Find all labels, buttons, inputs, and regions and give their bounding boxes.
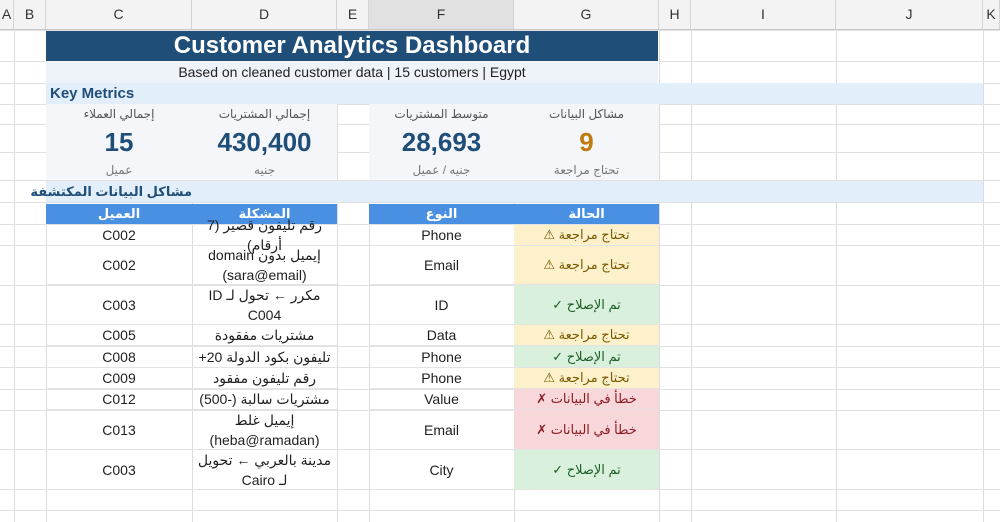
- column-header-e[interactable]: E: [337, 0, 369, 29]
- metrics-panel-right: [369, 104, 659, 180]
- metric-unit: جنيه / عميل: [412, 163, 471, 177]
- table-cell-problem[interactable]: مكرر ← تحول لـ ID C004: [192, 285, 337, 325]
- column-header-d[interactable]: D: [192, 0, 337, 29]
- metric-total-purchases: إجمالي المشتريات 430,400 جنيه: [192, 107, 337, 177]
- column-header-b[interactable]: B: [14, 0, 46, 29]
- column-header-k[interactable]: K: [983, 0, 1000, 29]
- metric-value: 28,693: [401, 127, 482, 157]
- table-cell-problem[interactable]: مشتريات سالبة (-500): [192, 389, 337, 410]
- table-cell-problem[interactable]: رقم تليفون قصير (7 أرقام): [192, 217, 337, 253]
- table-cell-type[interactable]: Phone: [369, 346, 514, 368]
- table-cell-customer[interactable]: C002: [46, 246, 192, 285]
- column-header-h[interactable]: H: [659, 0, 691, 29]
- table-cell-problem[interactable]: مدينة بالعربي ← تحويل لـ Cairo: [192, 450, 337, 490]
- table-cell-type[interactable]: City: [369, 450, 514, 490]
- metric-average-purchases: متوسط المشتريات 28,693 جنيه / عميل: [369, 107, 514, 177]
- metric-label: إجمالي المشتريات: [218, 107, 311, 121]
- metric-unit: تحتاج مراجعة: [553, 163, 620, 177]
- table-cell-status[interactable]: تحتاج مراجعة ⚠: [514, 368, 659, 389]
- issues-title: مشاكل البيانات المكتشفة: [30, 184, 192, 199]
- metric-total-customers: إجمالي العملاء 15 عميل: [46, 107, 192, 177]
- metric-unit: عميل: [105, 163, 133, 177]
- metric-value: 9: [579, 127, 594, 157]
- metric-label: إجمالي العملاء: [83, 107, 155, 121]
- table-cell-type[interactable]: Phone: [369, 368, 514, 389]
- column-header-g[interactable]: G: [514, 0, 659, 29]
- column-header-bar: A B C D E F G H I J K: [0, 0, 1000, 30]
- table-header-status[interactable]: الحالة: [514, 204, 659, 224]
- column-header-c[interactable]: C: [46, 0, 192, 29]
- table-cell-status[interactable]: تحتاج مراجعة ⚠: [514, 225, 659, 246]
- table-cell-type[interactable]: Data: [369, 325, 514, 346]
- metric-value: 430,400: [217, 127, 312, 157]
- column-header-i[interactable]: I: [691, 0, 836, 29]
- table-cell-customer[interactable]: C002: [46, 225, 192, 246]
- metric-unit: جنيه: [253, 163, 276, 177]
- table-cell-status[interactable]: خطأ في البيانات ✗: [514, 389, 659, 410]
- key-metrics-bar: [46, 83, 983, 104]
- table-cell-customer[interactable]: C008: [46, 346, 192, 368]
- table-cell-problem[interactable]: رقم تليفون مفقود: [192, 368, 337, 389]
- table-cell-customer[interactable]: C009: [46, 368, 192, 389]
- table-cell-type[interactable]: Email: [369, 410, 514, 450]
- dashboard-title: Customer Analytics Dashboard: [46, 31, 658, 61]
- table-cell-problem[interactable]: مشتريات مفقودة: [192, 325, 337, 346]
- metric-value: 15: [104, 127, 134, 157]
- key-metrics-title: Key Metrics: [50, 85, 135, 102]
- table-cell-type[interactable]: Phone: [369, 225, 514, 246]
- table-cell-customer[interactable]: C003: [46, 450, 192, 490]
- table-cell-status[interactable]: تحتاج مراجعة ⚠: [514, 246, 659, 285]
- table-cell-customer[interactable]: C012: [46, 389, 192, 410]
- column-header-j[interactable]: J: [836, 0, 983, 29]
- table-header-customer[interactable]: العميل: [46, 204, 192, 224]
- table-cell-status[interactable]: تم الإصلاح ✓: [514, 285, 659, 325]
- table-cell-status[interactable]: تم الإصلاح ✓: [514, 346, 659, 368]
- table-cell-problem[interactable]: إيميل غلط (heba@ramadan): [192, 410, 337, 450]
- table-header-type[interactable]: النوع: [369, 204, 514, 224]
- table-cell-problem[interactable]: إيميل بدون domain (sara@email): [192, 246, 337, 285]
- table-cell-type[interactable]: Value: [369, 389, 514, 410]
- table-cell-status[interactable]: تم الإصلاح ✓: [514, 450, 659, 490]
- metric-label: مشاكل البيانات: [548, 107, 625, 121]
- column-header-f[interactable]: F: [369, 0, 514, 29]
- table-cell-type[interactable]: ID: [369, 285, 514, 325]
- table-cell-customer[interactable]: C003: [46, 285, 192, 325]
- issues-bar: [46, 181, 983, 202]
- table-cell-problem[interactable]: تليفون بكود الدولة 20+: [192, 346, 337, 368]
- table-cell-customer[interactable]: C013: [46, 410, 192, 450]
- table-header-problem[interactable]: المشكلة: [192, 204, 337, 224]
- column-header-a[interactable]: A: [0, 0, 14, 29]
- metric-data-issues: مشاكل البيانات 9 تحتاج مراجعة: [514, 107, 659, 177]
- dashboard-subtitle: Based on cleaned customer data | 15 cust…: [46, 61, 658, 83]
- metrics-panel-left: [46, 104, 337, 180]
- table-cell-status[interactable]: خطأ في البيانات ✗: [514, 410, 659, 450]
- table-cell-customer[interactable]: C005: [46, 325, 192, 346]
- table-cell-type[interactable]: Email: [369, 246, 514, 285]
- table-cell-status[interactable]: تحتاج مراجعة ⚠: [514, 325, 659, 346]
- metric-label: متوسط المشتريات: [394, 107, 489, 121]
